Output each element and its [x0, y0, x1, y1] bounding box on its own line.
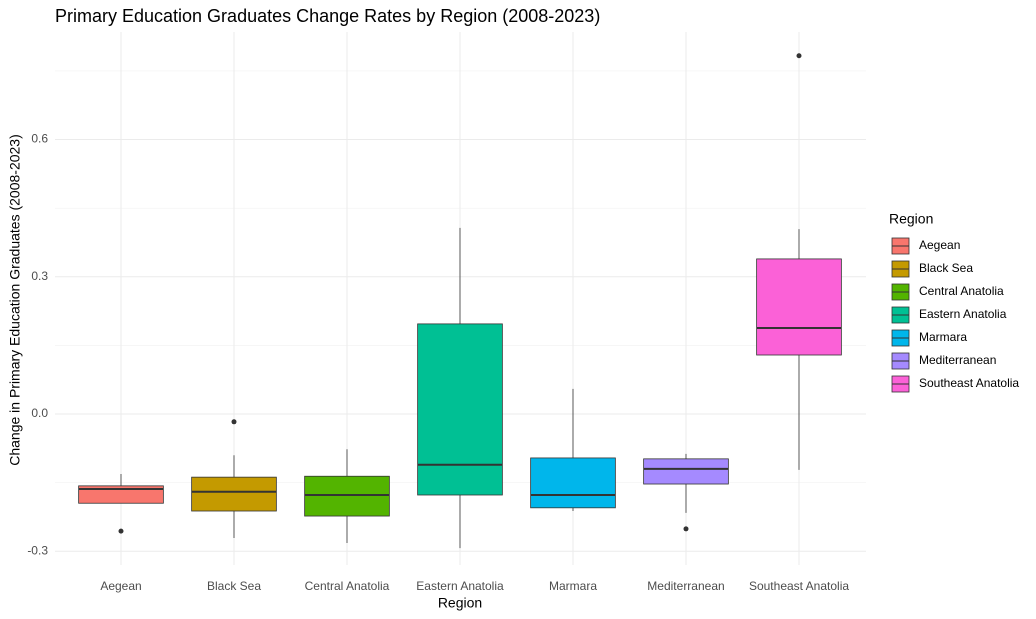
legend-title: Region: [889, 211, 933, 227]
legend-label: Southeast Anatolia: [919, 376, 1019, 390]
y-tick-label: 0.6: [31, 132, 48, 146]
box: [304, 475, 390, 517]
box: [191, 476, 277, 512]
x-axis-label: Region: [438, 595, 482, 611]
box: [417, 323, 503, 496]
legend-label: Central Anatolia: [919, 284, 1004, 298]
chart-title: Primary Education Graduates Change Rates…: [55, 6, 600, 26]
y-tick-label: 0.0: [31, 406, 48, 420]
outlier: [231, 419, 237, 425]
legend-label: Eastern Anatolia: [919, 307, 1007, 321]
outlier: [683, 526, 689, 532]
box: [643, 458, 729, 485]
x-tick-label: Black Sea: [207, 579, 261, 593]
x-tick-label: Marmara: [549, 579, 597, 593]
outlier: [118, 528, 124, 534]
y-axis-label: Change in Primary Education Graduates (2…: [7, 134, 23, 466]
box: [530, 457, 616, 509]
y-tick-label: -0.3: [27, 543, 48, 557]
box: [756, 258, 842, 356]
y-tick-label: 0.3: [31, 269, 48, 283]
x-tick-label: Central Anatolia: [305, 579, 390, 593]
legend-label: Aegean: [919, 238, 960, 252]
x-tick-label: Eastern Anatolia: [416, 579, 504, 593]
box: [78, 485, 164, 504]
legend-label: Mediterranean: [919, 353, 996, 367]
x-tick-label: Southeast Anatolia: [749, 579, 849, 593]
x-tick-label: Aegean: [100, 579, 141, 593]
legend-label: Marmara: [919, 330, 967, 344]
x-tick-label: Mediterranean: [647, 579, 724, 593]
outlier: [796, 53, 802, 59]
legend-label: Black Sea: [919, 261, 973, 275]
